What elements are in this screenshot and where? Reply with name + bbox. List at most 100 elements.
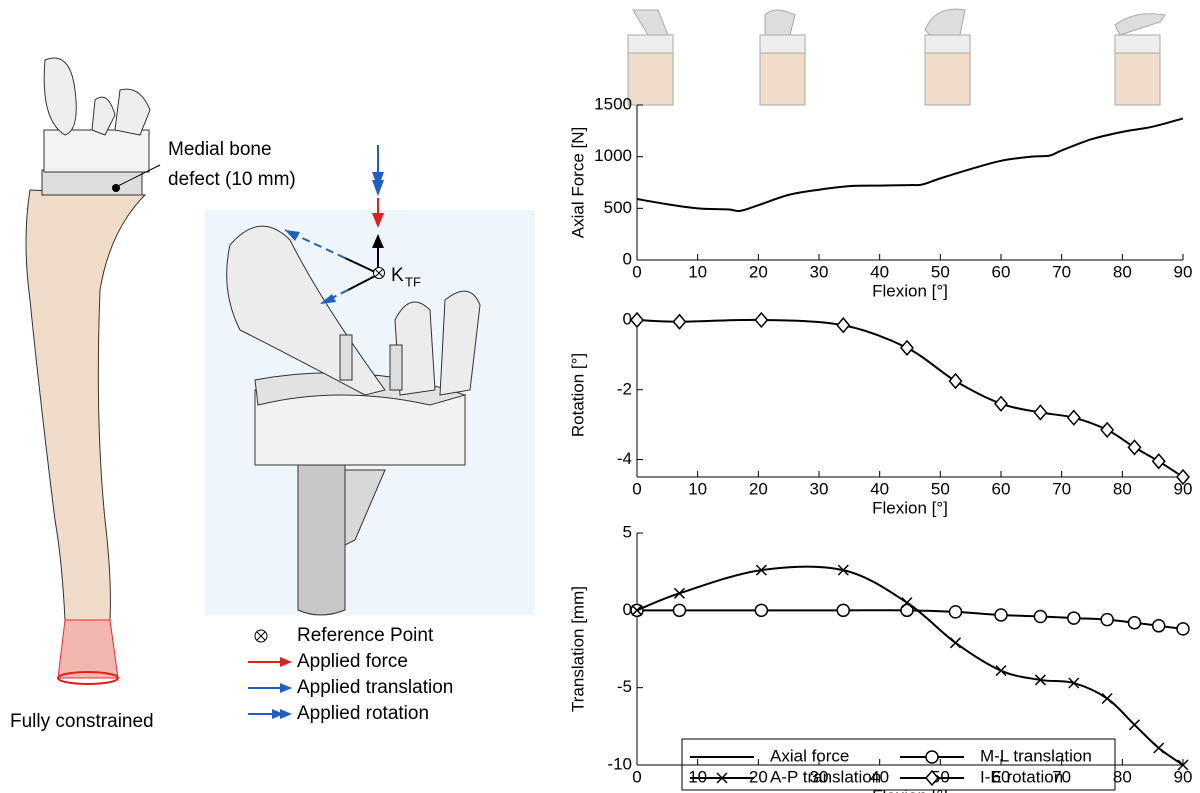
y-tick-label: 0 [623,600,632,619]
y-axis-label: Rotation [°] [568,353,587,437]
x-tick-label: 80 [1113,479,1132,498]
x-tick-label: 70 [1052,479,1071,498]
marker [1127,439,1142,456]
x-tick-label: 90 [1174,767,1193,786]
marker [630,311,644,329]
key-label: Applied force [297,651,408,672]
x-tick-label: 70 [1052,262,1071,281]
x-tick-label: 40 [870,479,889,498]
marker [1151,453,1166,470]
marker [1034,674,1046,686]
flexion-thumbnails [627,8,1166,106]
key-symbols [248,629,292,719]
marker [1128,719,1141,731]
constraint-label: Fully constrained [10,711,154,732]
y-tick-label: -4 [617,449,632,468]
marker [836,317,851,334]
marker [631,604,643,616]
x-tick-label: 0 [632,262,641,281]
marker [995,665,1007,677]
y-tick-label: -5 [617,677,632,696]
x-tick-label: 40 [870,262,889,281]
tibia-illustration [25,57,161,685]
marker [1066,409,1081,426]
x-tick-label: 80 [1113,767,1132,786]
y-tick-label: 0 [623,309,632,328]
x-tick-label: 30 [810,262,829,281]
marker [1127,615,1142,630]
marker [837,564,849,576]
legend-label: Axial force [770,746,849,765]
reference-label: K [391,265,404,286]
x-tick-label: 30 [810,479,829,498]
x-tick-label: 0 [632,479,641,498]
y-tick-label: 5 [623,522,632,541]
x-tick-label: 10 [688,767,707,786]
legend-label: M-L translation [980,746,1092,765]
marker [925,750,939,764]
x-tick-label: 60 [992,479,1011,498]
y-tick-label: 500 [604,198,632,217]
marker [1151,619,1166,633]
x-tick-label: 30 [810,767,829,786]
marker [672,313,687,330]
key-label: Applied rotation [297,703,429,724]
marker [949,637,962,649]
y-axis-label: Axial Force [N] [568,127,587,238]
marker [1067,611,1081,625]
y-tick-label: -10 [607,754,632,773]
y-tick-label: 1000 [594,146,632,165]
x-axis-label: Flexion [°] [872,786,948,793]
marker [1068,677,1080,689]
x-tick-label: 20 [749,262,768,281]
x-tick-label: 0 [632,767,641,786]
marker [1100,421,1115,439]
marker [754,311,769,329]
defect-label: Medial bone [168,139,272,160]
marker [994,608,1008,622]
x-axis-label: Flexion [°] [872,498,948,517]
legend-label: I-E rotation [980,767,1063,786]
y-axis-label: Translation [mm] [568,586,587,712]
marker [1100,612,1114,627]
marker [716,772,728,784]
implant-illustration [205,145,535,616]
marker [994,395,1008,412]
marker [1033,404,1048,421]
x-axis-label: Flexion [°] [872,281,948,300]
x-tick-label: 70 [1052,767,1071,786]
marker [901,597,913,609]
legend-label: A-P translation [770,767,881,786]
y-tick-label: 0 [623,249,632,268]
marker [899,339,914,357]
x-tick-label: 40 [870,767,889,786]
x-tick-label: 20 [749,767,768,786]
x-tick-label: 10 [688,262,707,281]
x-tick-label: 60 [992,262,1011,281]
marker [836,603,851,618]
marker [1177,759,1189,771]
marker [1101,692,1113,705]
marker [900,603,914,618]
marker [948,372,963,390]
marker [1033,609,1048,624]
series-line [636,565,1184,766]
x-tick-label: 90 [1174,262,1193,281]
reference-subscript: TF [405,274,421,289]
marker [673,587,685,599]
key-label: Applied translation [297,677,453,698]
marker [1176,622,1190,636]
y-tick-label: -2 [617,379,632,398]
x-tick-label: 90 [1174,479,1193,498]
marker [672,603,687,618]
x-tick-label: 80 [1113,262,1132,281]
y-tick-label: 1500 [594,94,632,113]
x-tick-label: 50 [931,479,950,498]
x-tick-label: 10 [688,479,707,498]
x-tick-label: 50 [931,262,950,281]
marker [754,603,769,618]
x-tick-label: 60 [992,767,1011,786]
series-line [636,117,1184,213]
marker [1176,468,1190,486]
